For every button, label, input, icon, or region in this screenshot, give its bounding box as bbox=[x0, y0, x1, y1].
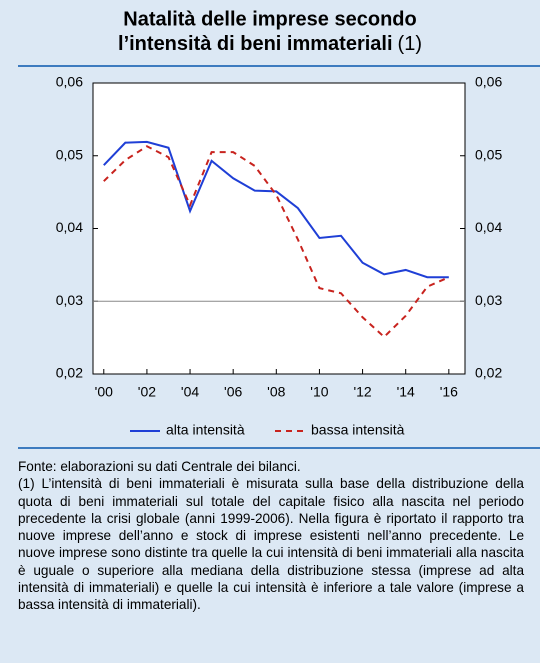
legend-label: alta intensità bbox=[166, 422, 245, 438]
footnote: (1) L’intensità di beni immateriali è mi… bbox=[18, 476, 524, 613]
y-tick-label: 0,02 bbox=[56, 365, 83, 381]
y2-tick-label: 0,04 bbox=[475, 219, 502, 235]
y-tick-label: 0,03 bbox=[56, 292, 83, 308]
y2-tick-label: 0,02 bbox=[475, 365, 502, 381]
source-note: Fonte: elaborazioni su dati Centrale dei… bbox=[18, 459, 301, 474]
x-tick-label: '02 bbox=[138, 384, 156, 400]
y2-tick-label: 0,05 bbox=[475, 146, 502, 162]
chart-title: Natalità delle imprese secondo bbox=[123, 8, 416, 30]
y2-tick-label: 0,03 bbox=[475, 292, 502, 308]
x-tick-label: '12 bbox=[353, 384, 371, 400]
plot-area bbox=[92, 82, 466, 375]
notes: Fonte: elaborazioni su dati Centrale dei… bbox=[18, 458, 524, 614]
series-line bbox=[103, 140, 449, 279]
y-tick-label: 0,06 bbox=[56, 74, 83, 90]
legend-label: bassa intensità bbox=[311, 422, 405, 438]
chart: Natalità delle imprese secondo l’intensi… bbox=[18, 8, 540, 449]
series-line bbox=[103, 145, 450, 339]
x-tick-label: '04 bbox=[181, 384, 199, 400]
y2-tick-label: 0,06 bbox=[475, 74, 502, 90]
x-tick-label: '14 bbox=[397, 384, 415, 400]
chart-title-line: l’intensità di beni immateriali bbox=[118, 33, 393, 55]
chart-title: l’intensità di beni immateriali (1) bbox=[118, 33, 422, 55]
title-note: (1) bbox=[398, 33, 422, 55]
y-tick-label: 0,04 bbox=[56, 219, 83, 235]
x-tick-label: '06 bbox=[224, 384, 242, 400]
x-tick-label: '08 bbox=[267, 384, 285, 400]
x-tick-label: '10 bbox=[310, 384, 328, 400]
y-tick-label: 0,05 bbox=[56, 146, 83, 162]
x-tick-label: '16 bbox=[440, 384, 458, 400]
x-tick-label: '00 bbox=[95, 384, 113, 400]
